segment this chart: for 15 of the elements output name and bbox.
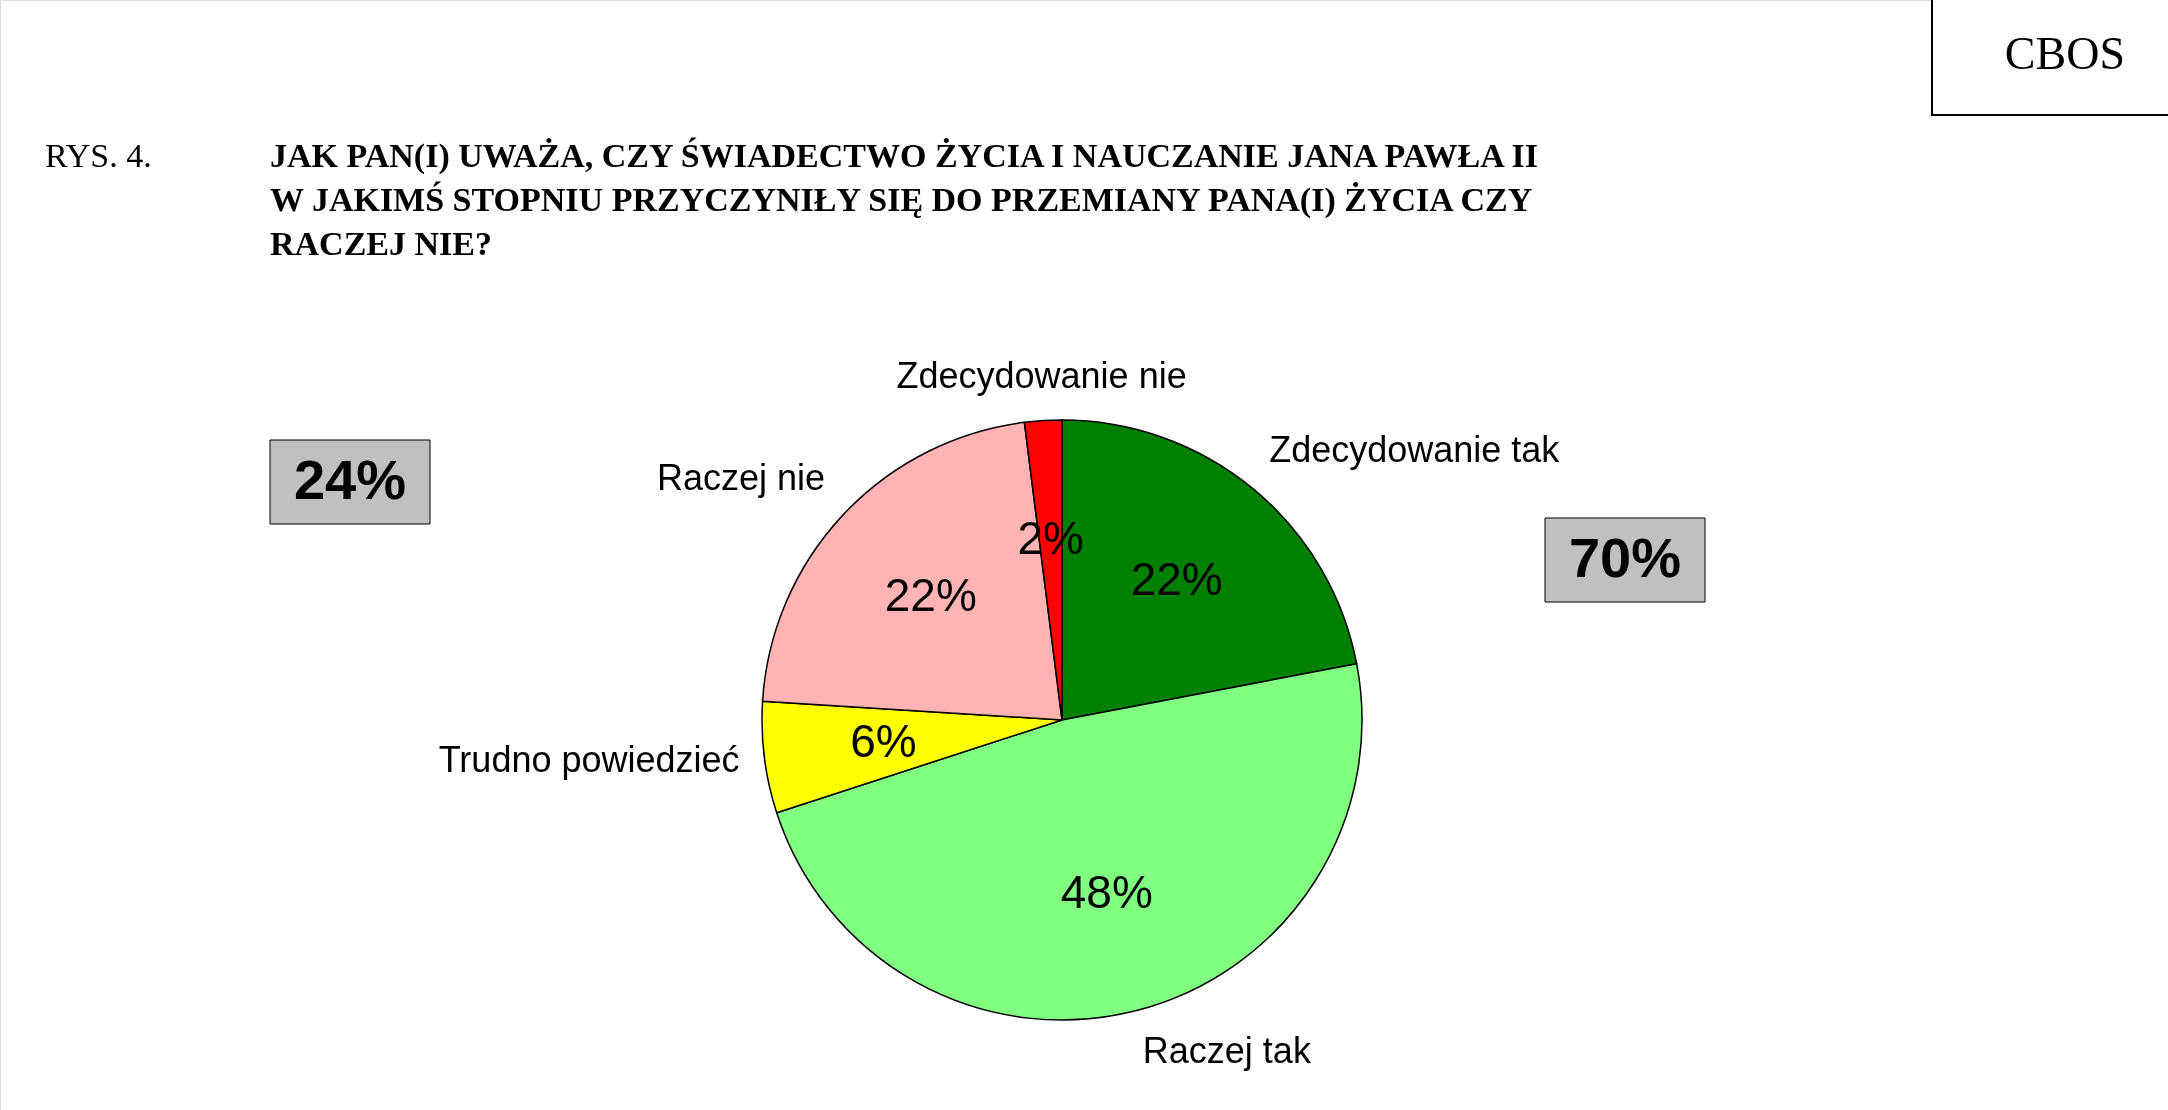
slice-label: Zdecydowanie tak <box>1269 428 1561 470</box>
data-label: 6% <box>850 714 917 767</box>
slice-label: Trudno powiedzieć <box>438 738 740 780</box>
text: 70% <box>1568 526 1682 589</box>
chart-title: JAK PAN(I) UWAŻA, CZY ŚWIADECTWO ŻYCIA I NAUCZANIE JANA PAWŁA II W JAKIMŚ STOPNIU PRZYCZYNIŁY SIĘ DO PRZEMIANY PANA(I) ŻYCIA CZY RACZEJ NIE? <box>270 137 1538 262</box>
text: RYS. 4. <box>45 137 152 174</box>
slice-label: Zdecydowanie nie <box>896 354 1187 396</box>
text: CBOS <box>2004 28 2125 79</box>
slice-label: Raczej tak <box>1142 1029 1312 1071</box>
data-label: 22% <box>884 568 977 621</box>
data-label: 2% <box>1017 512 1084 565</box>
text: 24% <box>293 448 407 511</box>
slice-label: Raczej nie <box>656 456 826 498</box>
data-label: 22% <box>1130 553 1223 606</box>
data-label: 48% <box>1060 866 1153 919</box>
